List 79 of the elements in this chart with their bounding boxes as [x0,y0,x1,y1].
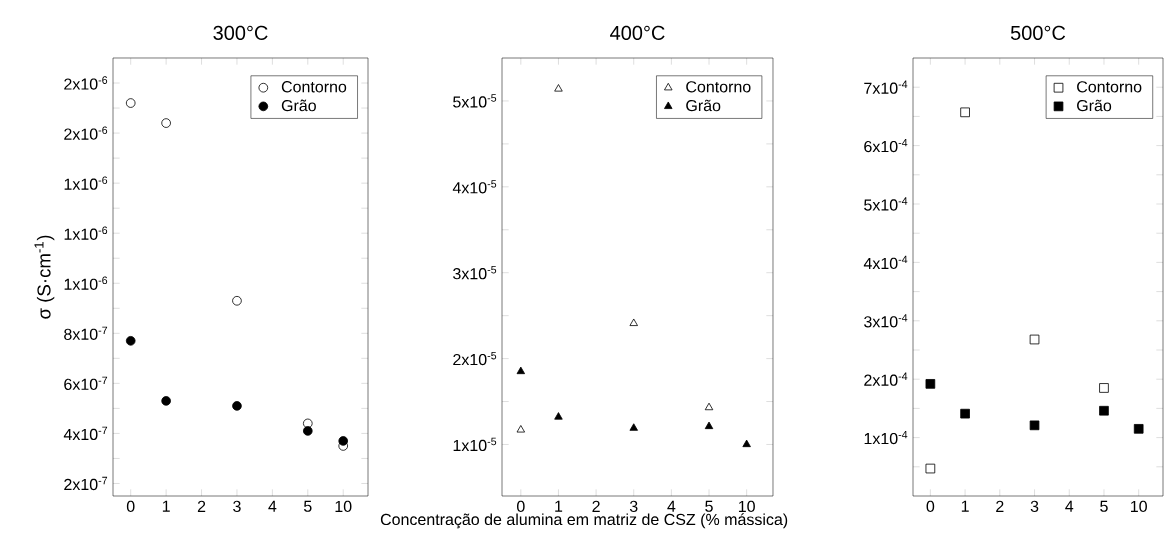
chart-title: 400°C [610,25,665,40]
point [302,426,313,436]
x-tick-label: 3 [233,500,241,513]
point [925,463,936,474]
y-tick-label: 4x10$^{-5}$ [452,180,497,194]
x-tick-label: 4 [268,500,277,512]
point [125,336,136,346]
point [629,423,638,431]
x-tick-label: 10 [1131,500,1147,513]
point [1099,405,1109,416]
x-axis-title: Concentração de alumina em matriz de CSZ (% mássica) [380,513,788,529]
y-tick-label: 2x10$^{-6}$ [64,126,108,140]
point [629,318,638,326]
legend-label: Contorno [1077,81,1142,93]
point [925,379,936,389]
point [161,396,171,406]
point [232,401,242,411]
x-tick-label: 5 [705,500,713,512]
x-tick-label: 5 [303,500,312,512]
y-tick-label: 2x10$^{-5}$ [453,351,497,366]
point [742,439,751,448]
chart-title: 500°C [1010,25,1066,40]
y-tick-label: 1x10$^{-4}$ [864,430,908,445]
point [516,425,526,433]
y-tick-label: 3x10$^{-4}$ [864,314,908,328]
legend-label: Grão [281,99,316,112]
y-tick-label: 1x10$^{-6}$ [64,226,108,240]
x-tick-label: 3 [629,500,638,513]
point [554,84,563,92]
y-tick-label: 4x10$^{-4}$ [863,255,908,270]
x-tick-label: 0 [517,500,525,513]
x-tick-label: 4 [667,500,676,512]
x-tick-label: 2 [592,500,600,512]
y-tick-label: 2x10$^{-7}$ [64,476,108,491]
x-tick-label: 1 [162,500,170,512]
y-tick-label: 1x10$^{-6}$ [64,176,108,190]
point [161,118,171,128]
y-tick-label: 8x10$^{-7}$ [64,326,108,340]
legend-label: Contorno [281,81,347,93]
y-axis-title: σ (S·cm$^{-1}$) [34,235,55,319]
x-tick-label: 5 [1100,500,1108,512]
y-tick-label: 6x10$^{-4}$ [864,138,908,153]
y-tick-label: 7x10$^{-4}$ [864,80,908,94]
x-tick-label: 0 [126,500,135,513]
y-tick-label: 6x10$^{-7}$ [64,376,108,391]
legend-label: Grão [1077,99,1112,112]
y-tick-label: 1x10$^{-6}$ [64,276,108,290]
y-tick-label: 1x10$^{-5}$ [453,437,497,452]
point [1133,424,1144,434]
y-tick-label: 5x10$^{-4}$ [864,197,908,211]
point [960,408,970,419]
point [1029,420,1040,431]
point [125,98,136,108]
point [1029,334,1040,345]
y-tick-label: 2x10$^{-6}$ [64,76,108,90]
y-tick-label: 3x10$^{-5}$ [453,266,497,280]
x-tick-label: 3 [1030,500,1039,513]
y-tick-label: 2x10$^{-4}$ [864,372,908,386]
point [516,366,526,375]
y-tick-label: 5x10$^{-5}$ [453,94,497,108]
x-tick-label: 1 [961,500,969,512]
point [554,412,563,420]
x-tick-label: 1 [555,500,563,512]
point [704,402,714,411]
point [232,295,242,306]
x-tick-label: 10 [335,500,352,513]
chart-title: 300°C [213,25,268,40]
x-tick-label: 2 [996,500,1004,512]
legend-label: Contorno [686,81,751,93]
x-tick-label: 2 [197,500,206,512]
point [1099,383,1109,393]
x-tick-label: 0 [926,500,935,513]
point [960,107,970,118]
x-tick-label: 4 [1065,500,1074,512]
point [704,421,714,430]
y-tick-label: 4x10$^{-7}$ [63,426,108,441]
point [338,436,349,446]
x-tick-label: 10 [738,500,755,513]
legend-label: Grão [686,99,721,112]
